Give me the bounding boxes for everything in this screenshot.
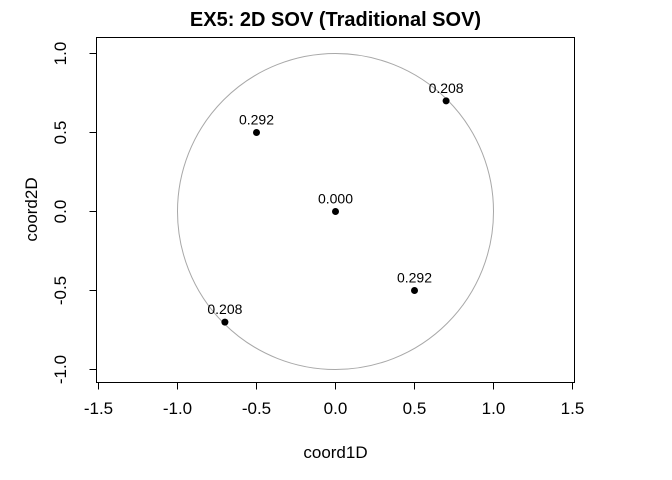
data-point bbox=[221, 318, 229, 326]
y-tick-label: -1.0 bbox=[51, 355, 70, 384]
data-point bbox=[411, 287, 418, 294]
data-point bbox=[442, 97, 450, 105]
x-tick-label: 0.0 bbox=[324, 399, 348, 418]
data-point bbox=[253, 129, 260, 136]
x-axis-title: coord1D bbox=[303, 443, 367, 462]
data-point bbox=[332, 208, 339, 215]
x-tick-label: 1.0 bbox=[482, 399, 506, 418]
y-tick-label: 0.0 bbox=[51, 200, 70, 224]
x-tick-label: -0.5 bbox=[242, 399, 271, 418]
y-tick-label: 1.0 bbox=[51, 42, 70, 66]
y-axis-title: coord2D bbox=[22, 177, 41, 241]
chart-title: EX5: 2D SOV (Traditional SOV) bbox=[190, 9, 481, 31]
x-tick-label: 1.5 bbox=[561, 399, 585, 418]
data-point-label: 0.208 bbox=[207, 301, 242, 317]
data-point-label: 0.292 bbox=[397, 270, 432, 286]
x-tick-label: -1.0 bbox=[163, 399, 192, 418]
reference-circle-layer bbox=[177, 53, 494, 370]
y-tick-label: -0.5 bbox=[51, 276, 70, 305]
data-point-label: 0.292 bbox=[239, 112, 274, 128]
y-tick-label: 0.5 bbox=[51, 121, 70, 145]
axes-layer: -1.5 -1.0 -0.5 0.0 0.5 1.0 1.5 -1.0 -0.5 0.0 0.5 1.… bbox=[51, 42, 584, 418]
plot-box bbox=[96, 37, 575, 383]
data-point-label: 0.208 bbox=[429, 80, 464, 96]
unit-circle bbox=[177, 53, 494, 370]
x-tick-label: -1.5 bbox=[84, 399, 113, 418]
data-points-layer: 0.292 0.208 0.000 0.292 0.208 bbox=[207, 80, 464, 326]
data-point-label: 0.000 bbox=[318, 191, 353, 207]
x-tick-label: 0.5 bbox=[403, 399, 427, 418]
